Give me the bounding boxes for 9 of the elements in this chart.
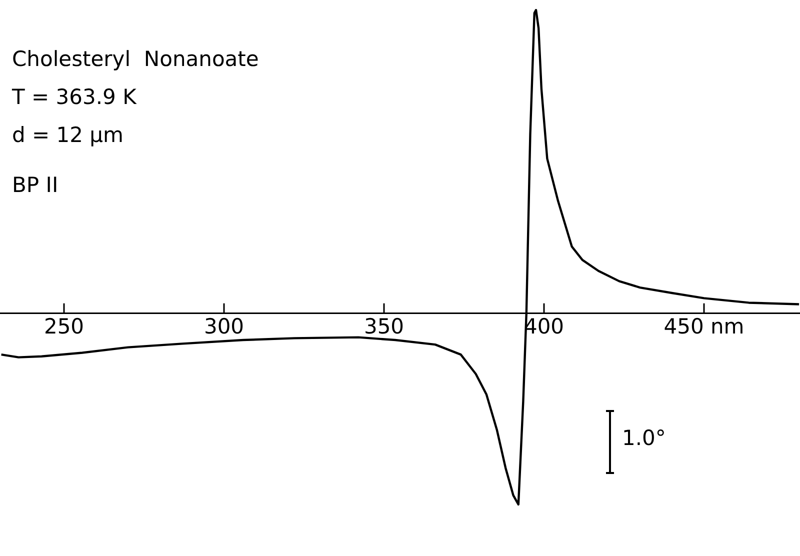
annotation: d = 12 µm — [12, 122, 124, 149]
x-tick-label: 350 — [364, 314, 404, 338]
x-tick-label: 250 — [44, 314, 84, 338]
annotation: BP II — [12, 172, 60, 199]
annotation: 1.0° — [622, 426, 666, 450]
x-tick-label: 300 — [204, 314, 244, 338]
annotation: Cholesteryl Nonanoate — [12, 46, 259, 73]
annotation: T = 363.9 K — [12, 84, 138, 111]
x-tick-label: 450 nm — [664, 314, 744, 338]
